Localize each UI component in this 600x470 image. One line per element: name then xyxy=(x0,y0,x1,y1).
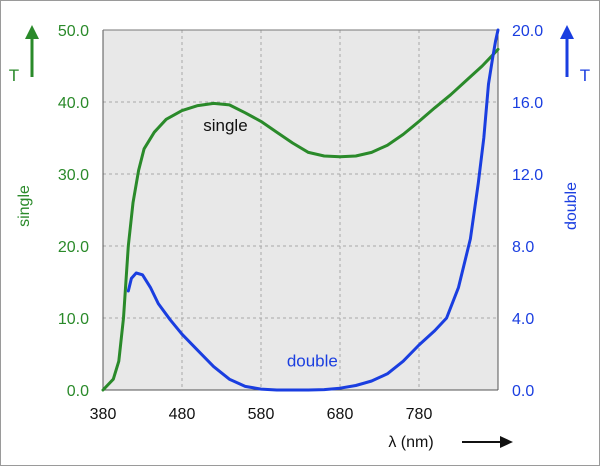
right-arrow-head-icon xyxy=(500,436,513,448)
y-right-tick-label: 0.0 xyxy=(512,383,534,400)
y-left-axis-label: single xyxy=(16,185,33,227)
x-tick-label: 580 xyxy=(248,406,275,423)
series-line-single xyxy=(101,47,500,392)
y-left-tick-label: 50.0 xyxy=(58,23,89,40)
x-tick-label: 680 xyxy=(327,406,354,423)
y-left-tick-label: 20.0 xyxy=(58,239,89,256)
series-line-double xyxy=(126,28,500,392)
y-left-unit-label: T xyxy=(9,66,19,85)
y-right-unit-label: T xyxy=(580,66,590,85)
grid xyxy=(103,29,498,390)
labels: 380 480 580 680 780 0.0 10.0 20.0 30.0 40.0 50.0 0.… xyxy=(9,23,590,451)
y-right-tick-label: 16.0 xyxy=(512,95,543,112)
y-left-tick-label: 0.0 xyxy=(67,383,89,400)
x-axis-label: λ (nm) xyxy=(388,434,433,451)
series-annotation-single: single xyxy=(203,116,247,135)
y-right-tick-label: 20.0 xyxy=(512,23,543,40)
up-arrow-head-icon xyxy=(25,25,39,39)
series-layer xyxy=(101,28,500,392)
y-left-tick-label: 40.0 xyxy=(58,95,89,112)
y-left-tick-label: 30.0 xyxy=(58,167,89,184)
y-right-tick-label: 4.0 xyxy=(512,311,534,328)
x-tick-label: 380 xyxy=(90,406,117,423)
y-left-tick-label: 10.0 xyxy=(58,311,89,328)
x-tick-label: 480 xyxy=(169,406,196,423)
series-annotation-double: double xyxy=(287,352,338,371)
y-right-tick-label: 12.0 xyxy=(512,167,543,184)
plot-area xyxy=(103,30,498,390)
y-right-tick-label: 8.0 xyxy=(512,239,534,256)
y-right-axis-label: double xyxy=(563,182,580,230)
up-arrow-head-icon xyxy=(560,25,574,39)
x-tick-label: 780 xyxy=(406,406,433,423)
